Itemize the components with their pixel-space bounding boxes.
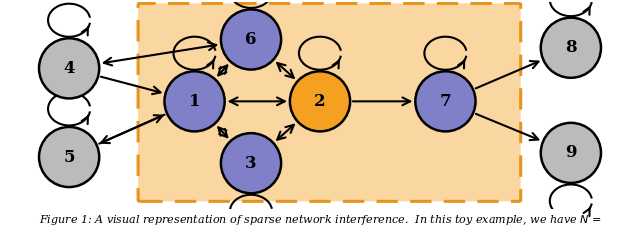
FancyArrowPatch shape [101, 77, 161, 94]
FancyArrowPatch shape [476, 61, 538, 88]
FancyArrowPatch shape [99, 115, 163, 144]
Text: 4: 4 [63, 60, 75, 77]
FancyArrowPatch shape [218, 65, 227, 75]
Ellipse shape [39, 38, 99, 98]
Ellipse shape [221, 9, 281, 69]
FancyArrowPatch shape [476, 114, 538, 140]
Ellipse shape [164, 71, 225, 131]
FancyBboxPatch shape [138, 3, 521, 201]
FancyArrowPatch shape [101, 115, 164, 143]
Text: 6: 6 [245, 31, 257, 48]
Text: 7: 7 [440, 93, 451, 110]
FancyArrowPatch shape [104, 42, 216, 65]
Ellipse shape [415, 71, 476, 131]
FancyArrowPatch shape [353, 97, 410, 105]
Text: 3: 3 [245, 155, 257, 172]
FancyArrowPatch shape [277, 63, 294, 78]
Text: 9: 9 [565, 144, 577, 161]
FancyArrowPatch shape [230, 97, 285, 105]
Ellipse shape [541, 18, 601, 78]
Ellipse shape [39, 127, 99, 187]
Text: 1: 1 [189, 93, 200, 110]
Text: Figure 1: A visual representation of sparse network interference.  In this toy e: Figure 1: A visual representation of spa… [39, 213, 601, 227]
Text: 5: 5 [63, 149, 75, 165]
FancyArrowPatch shape [218, 127, 227, 137]
Text: 8: 8 [565, 39, 577, 56]
Ellipse shape [290, 71, 350, 131]
Ellipse shape [541, 123, 601, 183]
FancyArrowPatch shape [277, 125, 294, 140]
Text: 2: 2 [314, 93, 326, 110]
Ellipse shape [221, 133, 281, 193]
